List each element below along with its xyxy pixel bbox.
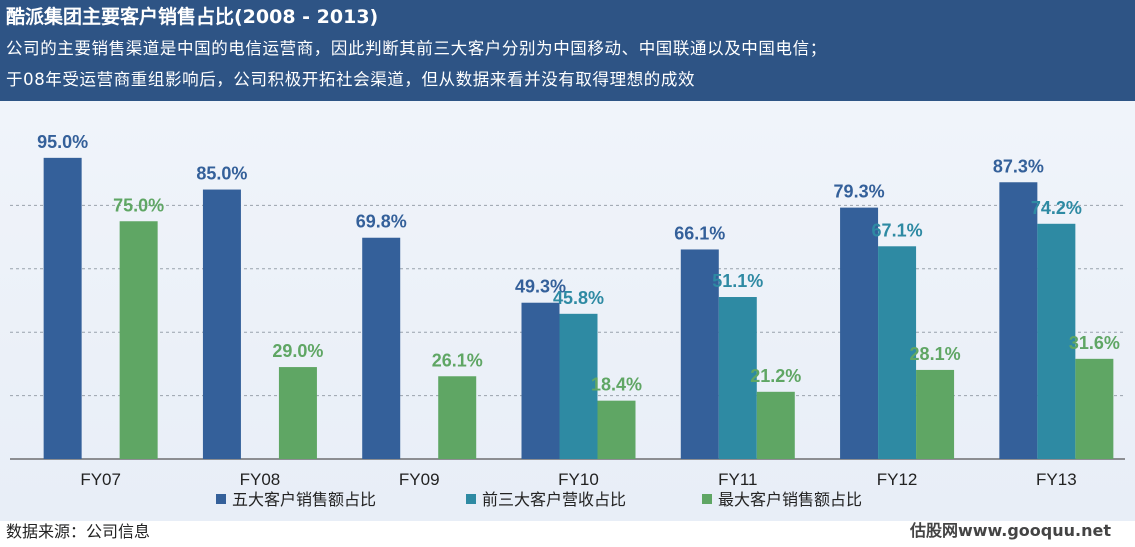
data-label: 69.8% — [356, 212, 407, 232]
bar — [756, 391, 795, 459]
data-label: 29.0% — [272, 341, 323, 361]
legend-label: 前三大客户营收占比 — [482, 490, 626, 509]
legend-label: 最大客户销售额占比 — [718, 490, 862, 509]
source-note: 数据来源：公司信息 — [6, 522, 151, 541]
bar — [718, 297, 757, 459]
data-label: 95.0% — [37, 132, 88, 152]
data-label: 87.3% — [993, 156, 1044, 176]
bar — [521, 302, 560, 459]
bar — [680, 249, 719, 459]
chart-title: 酷派集团主要客户销售占比(2008 - 2013) — [6, 6, 379, 28]
data-label: 74.2% — [1031, 198, 1082, 218]
data-label: 26.1% — [432, 350, 483, 370]
bar — [878, 246, 917, 459]
bar — [119, 221, 158, 459]
x-tick-label: FY07 — [80, 470, 121, 489]
bar — [438, 376, 477, 459]
bar — [559, 313, 598, 459]
bar — [597, 400, 636, 459]
data-label: 67.1% — [872, 220, 923, 240]
x-tick-label: FY13 — [1036, 470, 1077, 489]
data-label: 45.8% — [553, 288, 604, 308]
data-label: 28.1% — [910, 344, 961, 364]
bar — [278, 367, 317, 459]
subtitle-line-1: 公司的主要销售渠道是中国的电信运营商，因此判断其前三大客户分别为中国移动、中国联… — [6, 39, 827, 58]
bar — [362, 237, 401, 459]
bar — [1075, 358, 1114, 459]
subtitle-line-2: 于08年受运营商重组影响后，公司积极开拓社会渠道，但从数据来看并没有取得理想的成… — [6, 70, 696, 89]
data-label: 51.1% — [712, 271, 763, 291]
bar — [999, 182, 1038, 459]
data-label: 79.3% — [834, 182, 885, 202]
data-label: 21.2% — [750, 366, 801, 386]
brand-watermark: 估股网www.gooquu.net — [909, 521, 1111, 540]
x-tick-label: FY11 — [718, 470, 757, 489]
legend-swatch — [466, 494, 476, 504]
legend-swatch — [702, 494, 712, 504]
data-label: 75.0% — [113, 195, 164, 215]
bar — [202, 189, 241, 460]
data-label: 66.1% — [674, 223, 725, 243]
bar — [1037, 223, 1076, 459]
data-label: 85.0% — [196, 164, 247, 184]
legend-swatch — [216, 494, 226, 504]
data-label: 18.4% — [591, 375, 642, 395]
bar — [840, 207, 879, 459]
data-label: 49.3% — [515, 277, 566, 297]
header-banner: 酷派集团主要客户销售占比(2008 - 2013) 公司的主要销售渠道是中国的电… — [0, 0, 1135, 101]
bar-chart: FY07 95.0% 75.0% FY08 85.0% 29.0% FY09 69.8% 26.… — [10, 132, 1125, 509]
x-tick-label: FY08 — [240, 470, 281, 489]
data-label: 31.6% — [1069, 333, 1120, 353]
bar — [916, 369, 955, 459]
x-tick-label: FY09 — [399, 470, 440, 489]
x-tick-label: FY12 — [877, 470, 918, 489]
x-tick-label: FY10 — [558, 470, 599, 489]
legend-label: 五大客户销售额占比 — [232, 490, 376, 509]
bar — [43, 157, 82, 459]
